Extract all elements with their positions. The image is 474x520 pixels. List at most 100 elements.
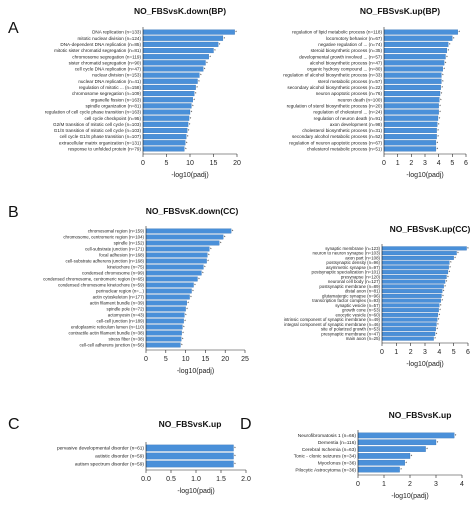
chart-a-left-significance-mark: * xyxy=(235,30,237,35)
chart-b-right-significance-mark: * xyxy=(440,303,442,308)
chart-a-left-category-label: chromosome segregation (n=119) xyxy=(72,54,141,59)
chart-b-right-bar xyxy=(381,312,439,317)
chart-a-right-significance-mark: * xyxy=(442,79,444,84)
chart-b-right-significance-mark: * xyxy=(437,322,439,327)
chart-a-right-category-label: regulation of alcohol biosynthetic proce… xyxy=(283,73,382,78)
chart-d-x-tick-label: 0 xyxy=(356,481,360,488)
chart-a-left-bar xyxy=(142,54,209,60)
chart-b-right-x-tick-label: 0 xyxy=(380,349,384,356)
chart-a-right-category-label: axon development (n=98) xyxy=(330,122,383,127)
chart-a-right-significance-mark: * xyxy=(443,67,445,72)
chart-b-left-category-label: actomyosin (n=43) xyxy=(108,313,145,318)
chart-a-right-bar xyxy=(383,72,442,78)
chart-b-left-significance-mark: * xyxy=(185,313,187,318)
chart-a-left-significance-mark: * xyxy=(187,134,189,139)
chart-a-right-category-label: secondary alcohol metabolic process (n=5… xyxy=(292,134,382,139)
chart-b-right-significance-mark: * xyxy=(442,293,444,298)
chart-a-left-category-label: cell cycle checkpoint (n=95) xyxy=(84,116,141,121)
chart-a-left-category-label: G2/M transition of mitotic cell cycle (n… xyxy=(53,122,141,127)
chart-a-right-bar xyxy=(383,103,439,109)
chart-b-right-category-label: site of polarized growth (n=53) xyxy=(321,327,381,332)
chart-c-x-tick-label: 0.5 xyxy=(166,476,176,483)
chart-a-left-bar xyxy=(142,127,188,134)
chart-b-left-x-tick-label: 0 xyxy=(144,356,148,363)
chart-b-right-category-label: growth cone (n=53) xyxy=(342,308,380,313)
chart-a-left-bar xyxy=(142,140,186,146)
chart-a-right-category-label: regulation of neuron apoptotic process (… xyxy=(289,140,382,145)
chart-d-bar xyxy=(357,446,426,452)
chart-b-right-category-label: neuronal cell body (n=127) xyxy=(328,279,381,284)
chart-c-category-label: pervasive developmental disorder (n=61) xyxy=(57,446,144,452)
chart-b-left-category-label: condensed chromosome, centromeric region… xyxy=(43,277,144,282)
chart-b-right-bar xyxy=(381,317,438,322)
chart-b-left-significance-mark: * xyxy=(186,307,188,312)
chart-a-left-bar xyxy=(142,146,185,152)
chart-b-left-bar xyxy=(145,300,187,306)
chart-a-right-category-label: regulation of sterol biosynthetic proces… xyxy=(287,103,383,108)
chart-a-right-x-tick-label: 1 xyxy=(396,160,400,167)
chart-b-left-bar xyxy=(145,270,202,276)
chart-b-left-x-tick-label: 5 xyxy=(164,356,168,363)
chart-a-right-x-axis-label: -log10(padj) xyxy=(406,172,443,179)
chart-b-left-bar xyxy=(145,228,232,234)
chart-a-right-category-label: alcohol biosynthetic process (n=47) xyxy=(310,60,383,65)
chart-b-right-bar xyxy=(381,308,439,313)
chart-b-right-category-label: postsynaptic specialization (n=101) xyxy=(312,270,381,275)
chart-a-right-significance-mark: * xyxy=(449,42,451,47)
chart-b-left-category-label: endoplasmic reticulum lumen (n=110) xyxy=(71,325,145,330)
chart-a-left-category-label: mitotic nuclear division (n=124) xyxy=(78,36,142,41)
chart-b-left-bar xyxy=(145,282,194,288)
chart-d-x-axis-label: -log10(padj) xyxy=(391,493,428,500)
chart-a-right-significance-mark: * xyxy=(445,60,447,65)
chart-a-left-category-label: nuclear DNA replication (n=41) xyxy=(78,79,141,84)
chart-a-left-category-label: response to unfolded protein (n=79) xyxy=(68,147,141,152)
chart-a-left-significance-mark: * xyxy=(189,122,191,127)
chart-b-left-bar xyxy=(145,336,182,342)
chart-a-right-bar xyxy=(383,140,437,146)
chart-b-right-significance-mark: * xyxy=(447,274,449,279)
chart-a-left-significance-mark: * xyxy=(186,140,188,145)
chart-a-right-significance-mark: * xyxy=(442,73,444,78)
chart-b-left-category-label: cell-cell adherens junction (n=56) xyxy=(79,343,144,348)
chart-a-right-significance-mark: * xyxy=(446,54,448,59)
chart-b-right-bar xyxy=(381,331,436,336)
chart-a-left-significance-mark: * xyxy=(224,36,226,41)
chart-b-right-category-label: distal axon (n=81) xyxy=(345,289,381,294)
panel-label-c: C xyxy=(8,416,20,433)
chart-a-left-significance-mark: * xyxy=(193,97,195,102)
chart-b-right-significance-mark: * xyxy=(457,251,459,256)
chart-a-left-significance-mark: * xyxy=(190,116,192,121)
chart-a-right-significance-mark: * xyxy=(440,97,442,102)
panel-label-b: B xyxy=(8,204,19,221)
chart-b-right-category-label: transcription factor complex (n=93) xyxy=(312,298,380,303)
chart-c-x-axis-label: -log10(padj) xyxy=(177,488,214,495)
chart-d-significance-mark: * xyxy=(411,454,413,459)
chart-a-left-bar xyxy=(142,60,206,66)
chart-b-right-significance-mark: * xyxy=(446,279,448,284)
chart-a-right-category-label: neuron apoptotic process (n=76) xyxy=(316,91,383,96)
chart-a-right-significance-mark: * xyxy=(453,36,455,41)
chart-b-left-significance-mark: * xyxy=(198,277,200,282)
chart-a-left-category-label: cell cycle DNA replication (n=47) xyxy=(75,67,142,72)
chart-a-left-category-label: cell cycle G1/S phase transition (n=107) xyxy=(60,134,142,139)
chart-b-right-category-label: presynaptic membrane (n=47) xyxy=(321,331,380,336)
chart-a-right-significance-mark: * xyxy=(441,85,443,90)
chart-a-left-x-tick-label: 0 xyxy=(141,160,145,167)
chart-b-left-bar xyxy=(145,276,198,282)
chart-a-right-significance-mark: * xyxy=(437,140,439,145)
chart-a-left-category-label: chromosome segregation (n=109) xyxy=(72,91,142,96)
chart-d-x-tick-label: 1 xyxy=(382,481,386,488)
chart-d-bar xyxy=(357,459,405,466)
chart-a-left-bar xyxy=(142,66,204,72)
chart-c-x-tick-label: 0.0 xyxy=(141,476,151,483)
chart-a-left-category-label: spindle organization (n=81) xyxy=(85,103,141,108)
chart-b-right-significance-mark: * xyxy=(436,327,438,332)
chart-b-right-bar xyxy=(381,327,436,332)
chart-a-left-bar xyxy=(142,47,214,54)
chart-b-left-significance-mark: * xyxy=(181,343,183,348)
chart-d-x-tick-label: 2 xyxy=(408,481,412,488)
chart-d-significance-mark: * xyxy=(400,467,402,472)
chart-b-right-significance-mark: * xyxy=(454,255,456,260)
chart-b-left-bar xyxy=(145,312,185,318)
chart-b-left-category-label: spindle (n=152) xyxy=(114,241,145,246)
